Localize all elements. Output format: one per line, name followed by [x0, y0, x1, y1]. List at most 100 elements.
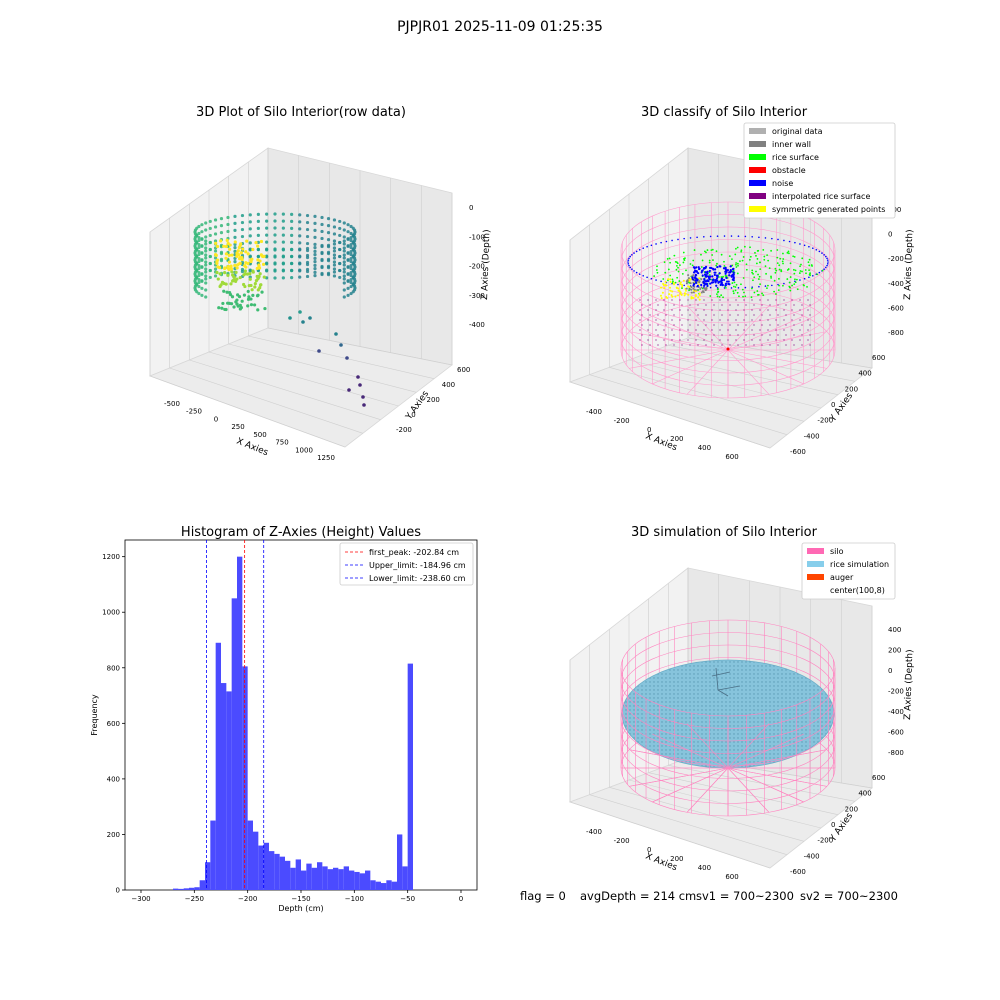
classified-point [762, 294, 764, 296]
classified-point [777, 324, 778, 325]
classified-point [794, 242, 796, 244]
classified-point [769, 334, 770, 335]
classified-point [668, 269, 670, 271]
classified-point [722, 276, 724, 278]
raw-point [327, 238, 330, 241]
raw-point [298, 269, 301, 272]
classified-point [749, 246, 751, 248]
classified-point [745, 236, 747, 238]
classified-point [693, 291, 695, 293]
panel2-z-tick-label: -400 [888, 280, 904, 288]
raw-point [232, 279, 235, 282]
raw-point [220, 307, 223, 310]
histogram-bar [392, 882, 397, 890]
classified-point [655, 329, 656, 330]
classified-point [826, 265, 828, 267]
raw-point [356, 375, 360, 379]
classified-point [693, 266, 695, 268]
classified-point [709, 270, 711, 272]
histogram-bar [200, 880, 205, 890]
classified-point [770, 277, 772, 279]
classified-point [763, 256, 765, 258]
histogram-bar [370, 880, 375, 890]
legend-swatch [749, 180, 766, 186]
raw-point [241, 235, 244, 238]
raw-point [249, 220, 252, 223]
classified-point [758, 278, 760, 280]
histogram-bar [397, 834, 402, 890]
classified-point [696, 289, 698, 291]
raw-point [233, 222, 236, 225]
classified-point [779, 269, 781, 271]
classified-point [677, 267, 679, 269]
panel2-z-tick-label: -800 [888, 329, 904, 337]
raw-point [204, 246, 207, 249]
raw-point [320, 272, 323, 275]
classified-point [812, 275, 814, 277]
classified-point [687, 274, 689, 276]
classified-point [805, 269, 807, 271]
classified-point [742, 260, 744, 262]
classified-point [777, 334, 778, 335]
classified-point [712, 249, 714, 251]
raw-point [244, 272, 247, 275]
classified-point [690, 296, 692, 298]
classified-point [705, 271, 707, 273]
raw-point [320, 251, 323, 254]
classified-point [663, 284, 665, 286]
panel1-x-tick-label: 500 [253, 431, 266, 439]
classified-point [662, 278, 664, 280]
raw-point [333, 239, 336, 242]
histogram-bar [290, 868, 295, 890]
classified-point [797, 288, 799, 290]
raw-point [200, 294, 203, 297]
classified-point [681, 284, 683, 286]
raw-point [256, 308, 259, 311]
raw-point [343, 253, 346, 256]
y-tick-label: 600 [107, 720, 120, 728]
classified-point [651, 244, 653, 246]
raw-point [263, 276, 266, 279]
classified-point [721, 344, 722, 345]
classified-point [690, 237, 692, 239]
raw-point [333, 253, 336, 256]
raw-point [239, 242, 242, 245]
classified-point [685, 269, 687, 271]
classified-point [701, 292, 703, 294]
classified-point [791, 309, 792, 310]
classified-point [778, 285, 780, 287]
raw-point [333, 249, 336, 252]
classified-point [793, 344, 794, 345]
classified-point [751, 339, 752, 340]
raw-point [241, 270, 244, 273]
panel2-y-tick-label: -600 [790, 448, 806, 456]
classified-point [732, 290, 734, 292]
raw-point [282, 240, 285, 243]
classified-point [751, 319, 752, 320]
classified-point [692, 288, 694, 290]
raw-point [220, 217, 223, 220]
classified-point [703, 329, 704, 330]
panel1-z-tick-label: 0 [469, 204, 473, 212]
raw-point [298, 276, 301, 279]
classified-point [697, 285, 699, 287]
raw-point [247, 295, 250, 298]
classified-point [703, 319, 704, 320]
classified-point [755, 271, 757, 273]
raw-point [229, 265, 232, 268]
classified-point [705, 324, 706, 325]
raw-point [256, 244, 259, 247]
classified-point [692, 284, 694, 286]
classified-point [714, 274, 716, 276]
raw-point [362, 403, 366, 407]
classified-point [692, 260, 694, 262]
classified-point [671, 240, 673, 242]
raw-point [214, 218, 217, 221]
raw-point [225, 252, 228, 255]
classified-point [649, 304, 650, 305]
classified-point [633, 252, 635, 254]
classified-point [689, 324, 690, 325]
classified-point [676, 277, 678, 279]
classified-point [823, 254, 825, 256]
raw-point [338, 227, 341, 230]
